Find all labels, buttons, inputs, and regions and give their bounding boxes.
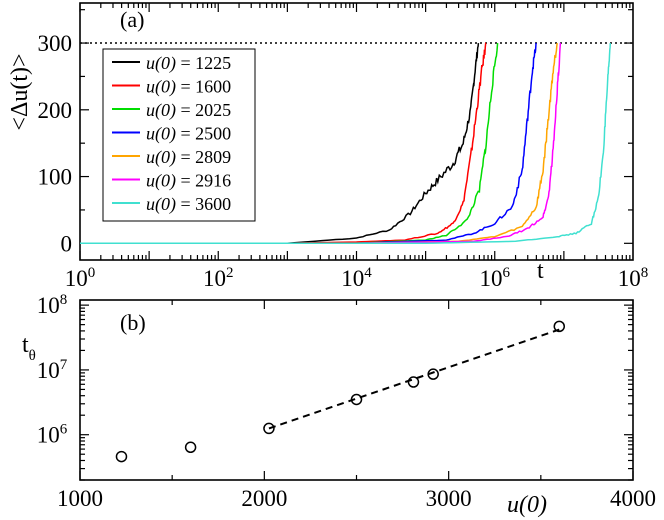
legend-entry: u(0) = 3600	[146, 194, 231, 215]
y-tick-label-b: 106	[37, 422, 68, 448]
y-axis-title-b-sub: θ	[29, 348, 36, 364]
x-tick-label-a: 108	[618, 265, 649, 291]
data-point	[350, 393, 363, 406]
legend-entry: u(0) = 2500	[146, 124, 231, 145]
y-axis-title-b-main: t	[22, 332, 29, 358]
panel-a: (a) 100 102 104 106 108 0 100 200 300 u(0) = 122…	[7, 2, 649, 291]
data-point	[407, 376, 420, 388]
legend-entry: u(0) = 1225	[146, 53, 231, 74]
x-tick-label-b: 4000	[610, 486, 656, 511]
y-axis-title-a: <Δu(t)>	[7, 53, 33, 130]
legend-entry: u(0) = 1600	[146, 77, 231, 98]
x-axis-title-b: u(0)	[507, 492, 547, 518]
x-tick-label-b: 3000	[426, 486, 472, 511]
data-point	[553, 320, 566, 333]
legend-entry: u(0) = 2025	[146, 100, 231, 121]
legend-box	[102, 48, 256, 222]
panel-a-label: (a)	[120, 7, 144, 32]
data-point	[263, 422, 275, 435]
series-line	[80, 42, 487, 245]
y-axis-title-b: tθ	[22, 332, 36, 364]
legend-entry: u(0) = 2809	[146, 147, 231, 168]
series-line	[80, 42, 562, 245]
data-point	[115, 450, 128, 463]
x-tick-label-b: 1000	[57, 486, 103, 511]
data-point	[427, 368, 439, 380]
panel-b-frame	[79, 299, 634, 481]
panel-b-label: (b)	[120, 310, 146, 335]
series-line	[80, 42, 537, 245]
panel-b: (b) 1000 2000 3000 4000 106 107 108 u(0) tθ	[22, 292, 656, 518]
fit-line	[268, 328, 560, 430]
y-tick-label-a: 100	[38, 165, 73, 190]
y-tick-label-b: 107	[37, 357, 68, 383]
data-point	[184, 441, 197, 454]
x-tick-label-a: 100	[65, 265, 96, 291]
x-axis-title-a: t	[537, 258, 544, 284]
x-tick-label-a: 104	[341, 265, 372, 291]
y-tick-label-a: 0	[61, 231, 73, 256]
y-tick-label-a: 300	[38, 31, 73, 56]
legend-entry: u(0) = 2916	[146, 171, 231, 192]
x-tick-label-b: 2000	[241, 486, 287, 511]
x-tick-label-a: 106	[480, 265, 511, 291]
y-tick-label-b: 108	[37, 292, 68, 318]
x-tick-label-a: 102	[203, 265, 234, 291]
series-line	[80, 43, 480, 245]
y-tick-label-a: 200	[38, 98, 73, 123]
series-line	[80, 43, 612, 245]
